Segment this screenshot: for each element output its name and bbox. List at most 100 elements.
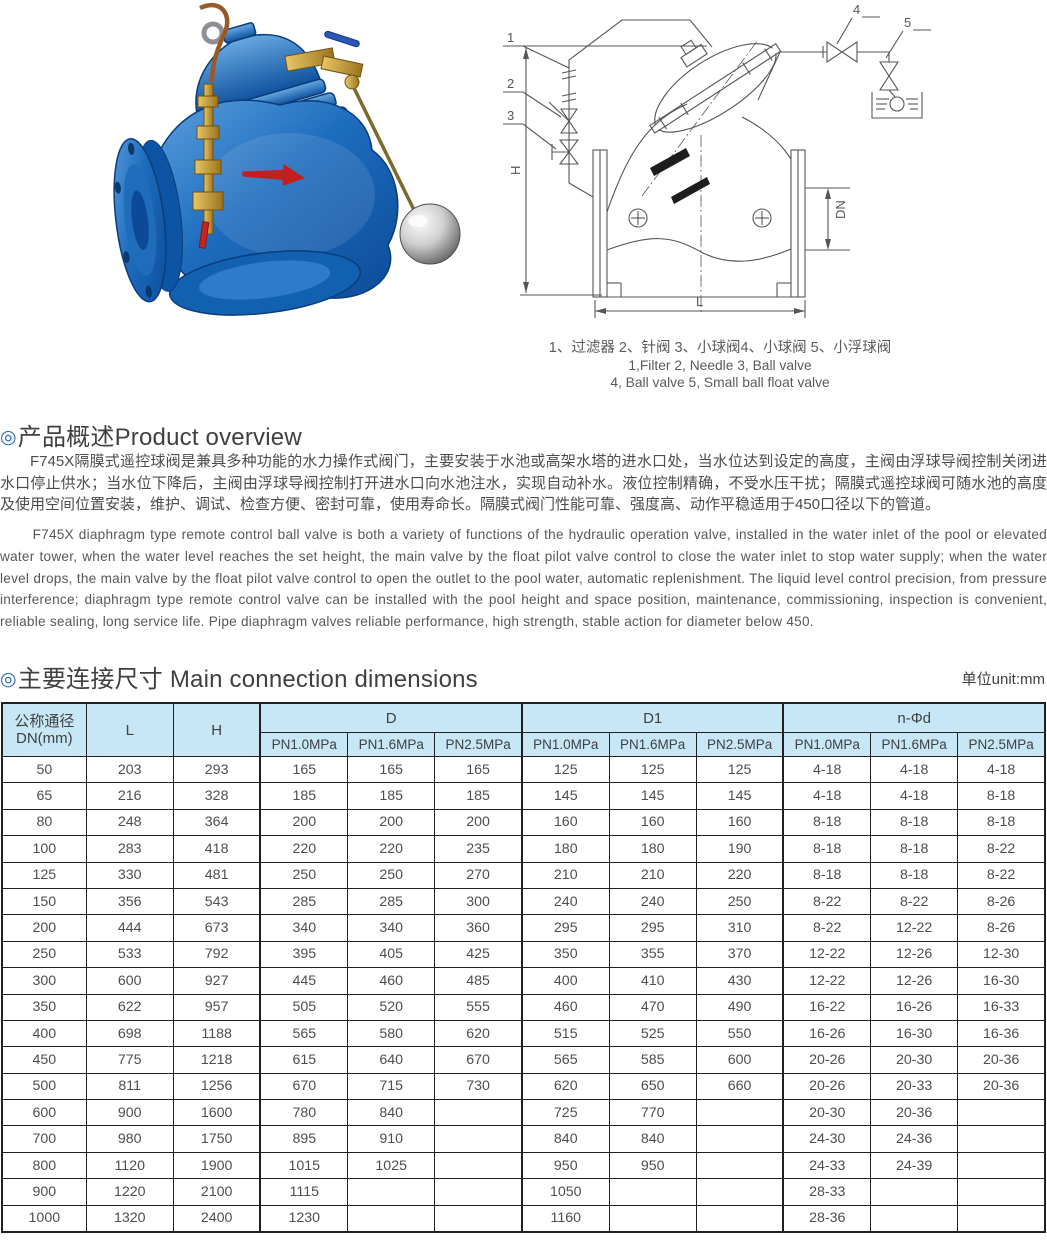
table-cell: 8-18: [870, 861, 959, 889]
table-cell: 927: [172, 967, 261, 995]
table-cell: 125: [520, 755, 610, 784]
table-cell: [695, 1099, 784, 1127]
table-cell: 340: [347, 914, 436, 942]
table-cell: 340: [259, 914, 349, 942]
svg-text:3: 3: [507, 108, 514, 123]
table-cell: [434, 1178, 523, 1206]
table-cell: 165: [259, 755, 349, 784]
table-cell: 450: [1, 1046, 87, 1074]
table-cell: 125: [1, 861, 87, 889]
table-cell: 12-22: [782, 967, 872, 995]
table-cell: 470: [608, 993, 697, 1021]
dimensions-title: ◎主要连接尺寸 Main connection dimensions: [0, 659, 478, 694]
table-cell: 165: [434, 755, 523, 784]
table-cell: 8-22: [957, 861, 1046, 889]
table-cell: 250: [347, 861, 436, 889]
pn-header: PN1.0MPa: [520, 732, 610, 757]
table-cell: 4-18: [870, 755, 959, 784]
table-cell: 1320: [85, 1204, 174, 1233]
table-cell: 16-22: [782, 993, 872, 1021]
table-cell: 600: [695, 1046, 784, 1074]
table-cell: 670: [259, 1072, 349, 1101]
overview-title: ◎产品概述Product overview: [0, 417, 302, 452]
table-cell: 180: [608, 835, 697, 863]
table-cell: 1120: [85, 1151, 174, 1180]
header-group-nPhid: n-Φd: [782, 702, 1046, 733]
table-cell: 24-36: [870, 1125, 959, 1153]
table-cell: 20-30: [870, 1046, 959, 1074]
table-cell: 650: [608, 1072, 697, 1101]
table-cell: 200: [434, 808, 523, 837]
table-cell: 285: [347, 887, 436, 916]
table-cell: 165: [347, 755, 436, 784]
table-cell: 160: [608, 808, 697, 837]
table-subheader-row: PN1.0MPa PN1.6MPa PN2.5MPa PN1.0MPa PN1.6MPa…: [2, 732, 1046, 757]
table-cell: 8-18: [870, 835, 959, 863]
table-cell: 24-33: [782, 1151, 872, 1180]
float-arm: [352, 87, 417, 213]
table-cell: 20-33: [870, 1072, 959, 1101]
table-cell: 840: [608, 1125, 697, 1153]
table-cell: 190: [695, 835, 784, 863]
table-cell: 220: [695, 861, 784, 889]
table-cell: 775: [85, 1046, 174, 1074]
table-cell: 12-30: [957, 940, 1046, 969]
table-cell: 460: [520, 993, 610, 1021]
table-cell: 400: [1, 1019, 87, 1048]
table-row: 65 216 328 185 185 185 145 145 145 4-18 4-18 8-18: [1, 782, 1046, 810]
table-cell: [695, 1151, 784, 1180]
callout-3: 3: [503, 108, 557, 150]
table-cell: 300: [1, 967, 87, 995]
table-cell: 150: [1, 887, 87, 916]
table-cell: 895: [259, 1125, 349, 1153]
table-cell: 533: [85, 940, 174, 969]
svg-text:2: 2: [507, 76, 514, 91]
table-cell: [870, 1204, 959, 1233]
table-cell: 660: [695, 1072, 784, 1101]
table-row: 125 330 481 250 250 270 210 210 220 8-18 8-18 8-22: [1, 861, 1046, 889]
table-cell: 248: [85, 808, 174, 837]
table-cell: 4-18: [782, 755, 872, 784]
table-cell: 4-18: [782, 782, 872, 810]
table-cell: 585: [608, 1046, 697, 1074]
table-cell: 698: [85, 1019, 174, 1048]
table-cell: 1000: [1, 1204, 87, 1233]
table-cell: 840: [520, 1125, 610, 1153]
table-cell: 1188: [172, 1019, 261, 1048]
table-cell: 356: [85, 887, 174, 916]
table-cell: 1600: [172, 1099, 261, 1127]
section-bullet-icon: ◎: [0, 669, 17, 690]
table-cell: 28-36: [782, 1204, 872, 1233]
svg-text:DN: DN: [833, 200, 848, 219]
table-cell: 180: [520, 835, 610, 863]
table-cell: 8-26: [957, 887, 1046, 916]
table-cell: [434, 1125, 523, 1153]
table-row: 350 622 957 505 520 555 460 470 490 16-22 16-26 16-…: [1, 993, 1046, 1021]
table-cell: 520: [347, 993, 436, 1021]
table-cell: 65: [1, 782, 87, 810]
table-cell: 80: [1, 808, 87, 837]
table-cell: 543: [172, 887, 261, 916]
table-cell: 444: [85, 914, 174, 942]
table-cell: 395: [259, 940, 349, 969]
float-ball: [399, 203, 461, 265]
table-row: 150 356 543 285 285 300 240 240 250 8-22 8-22 8-26: [1, 887, 1046, 916]
table-cell: 8-22: [782, 887, 872, 916]
table-cell: 405: [347, 940, 436, 969]
table-cell: 430: [695, 967, 784, 995]
table-cell: 565: [520, 1046, 610, 1074]
table-cell: 20-36: [870, 1099, 959, 1127]
pn-header: PN1.6MPa: [608, 732, 697, 757]
table-cell: [957, 1099, 1046, 1127]
table-cell: [434, 1204, 523, 1233]
lifting-eye-icon: [201, 21, 225, 45]
brass-pilot-valve: [192, 83, 224, 249]
table-cell: 370: [695, 940, 784, 969]
table-cell: 8-26: [957, 914, 1046, 942]
section-bullet-icon: ◎: [0, 427, 17, 448]
callout-2: 2: [503, 76, 562, 118]
table-cell: 425: [434, 940, 523, 969]
header-H: H: [172, 702, 261, 757]
table-cell: 4-18: [870, 782, 959, 810]
table-cell: 240: [520, 887, 610, 916]
